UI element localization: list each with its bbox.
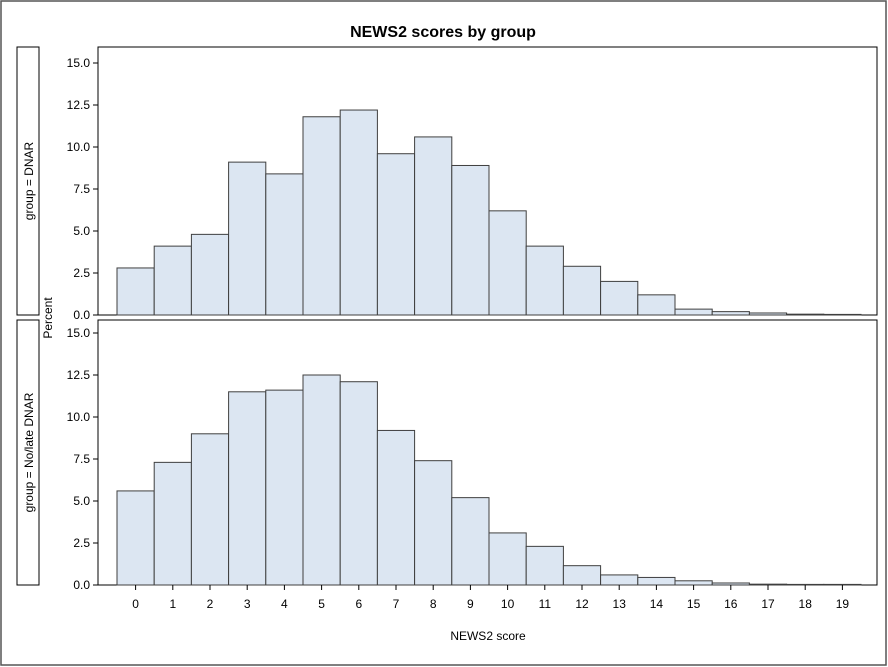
y-tick-label: 7.5 <box>73 182 90 196</box>
bar <box>339 109 378 316</box>
x-tick-label: 17 <box>761 597 775 611</box>
x-tick-label: 1 <box>169 597 176 611</box>
bar <box>414 460 453 586</box>
bar <box>488 210 527 316</box>
bar <box>228 391 267 586</box>
bar <box>376 153 416 316</box>
y-tick-label: 7.5 <box>73 452 90 466</box>
x-axis: 0 1 2 3 4 5 6 7 8 9 10 11 12 13 14 15 16 17 18 19 <box>132 585 849 611</box>
bar <box>265 173 304 316</box>
x-tick-label: 0 <box>132 597 139 611</box>
x-tick-label: 16 <box>724 597 738 611</box>
bar <box>451 497 490 586</box>
bar <box>748 312 788 316</box>
chart-title: NEWS2 scores by group <box>350 24 536 41</box>
group-strip-label: group = No/late DNAR <box>22 392 36 512</box>
y-axis-label: Percent <box>41 297 55 339</box>
y-tick-label: 15.0 <box>67 56 91 70</box>
bar <box>488 532 527 586</box>
x-tick-label: 11 <box>539 597 552 611</box>
bar <box>600 574 639 586</box>
x-tick-label: 8 <box>430 597 437 611</box>
y-tick-label: 0.0 <box>73 578 90 592</box>
bar <box>451 164 490 316</box>
y-tick-label: 12.5 <box>67 368 91 382</box>
bar <box>786 583 825 586</box>
bar <box>674 308 713 316</box>
y-tick-label: 10.0 <box>67 140 91 154</box>
bar <box>153 245 192 316</box>
x-tick-label: 7 <box>393 597 400 611</box>
bar <box>711 311 750 316</box>
bar <box>823 583 862 586</box>
bar <box>376 429 416 586</box>
group-strip <box>16 46 40 316</box>
x-tick-label: 18 <box>799 597 813 611</box>
bar <box>600 280 639 316</box>
x-tick-label: 13 <box>613 597 627 611</box>
x-tick-label: 2 <box>207 597 214 611</box>
y-tick-label: 5.0 <box>73 494 90 508</box>
bar <box>116 267 155 316</box>
bar <box>525 545 564 586</box>
y-tick-label: 5.0 <box>73 224 90 238</box>
x-tick-label: 5 <box>318 597 325 611</box>
y-tick-label: 2.5 <box>73 266 90 280</box>
x-tick-label: 9 <box>467 597 474 611</box>
x-axis-label: NEWS2 score <box>450 629 526 643</box>
bar <box>414 136 453 316</box>
bar <box>302 374 341 586</box>
group-strip <box>16 319 40 586</box>
bar <box>823 313 862 316</box>
panel-2: group = No/late DNAR 0.0 2.5 5.0 7.5 10.0 12.5… <box>16 319 878 592</box>
bar <box>748 583 788 586</box>
bar <box>190 433 230 586</box>
bar <box>562 565 602 586</box>
bar <box>339 381 378 586</box>
y-tick-label: 0.0 <box>73 308 90 322</box>
bar <box>116 490 155 586</box>
bar <box>637 576 676 586</box>
bar <box>711 582 750 586</box>
y-tick-label: 12.5 <box>67 98 91 112</box>
x-tick-label: 4 <box>281 597 288 611</box>
bar <box>562 265 602 316</box>
y-tick-label: 15.0 <box>67 326 91 340</box>
x-tick-label: 3 <box>244 597 251 611</box>
x-tick-label: 6 <box>355 597 362 611</box>
panel-1: group = DNAR 0.0 2.5 5.0 7.5 10.0 12.5 15.0 <box>16 46 878 322</box>
x-tick-label: 15 <box>687 597 701 611</box>
bar <box>786 313 825 316</box>
group-strip-label: group = DNAR <box>22 141 36 220</box>
x-tick-label: 12 <box>575 597 589 611</box>
bar <box>190 233 230 316</box>
y-tick-label: 2.5 <box>73 536 90 550</box>
x-tick-label: 14 <box>650 597 664 611</box>
y-tick-label: 10.0 <box>67 410 91 424</box>
bar <box>637 294 676 316</box>
panels: group = DNAR0.02.55.07.510.012.515.0grou… <box>16 46 878 592</box>
x-tick-label: 19 <box>836 597 850 611</box>
bar <box>674 580 713 586</box>
bar <box>265 389 304 586</box>
bar <box>525 245 564 316</box>
bar <box>153 461 192 586</box>
bar <box>302 116 341 316</box>
x-tick-label: 10 <box>501 597 515 611</box>
bar <box>228 161 267 316</box>
